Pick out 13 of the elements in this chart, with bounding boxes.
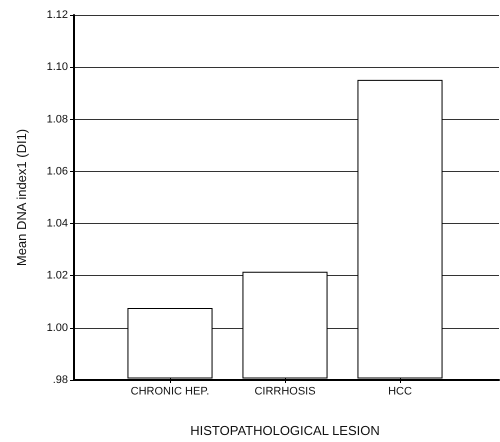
x-tick-label: CIRRHOSIS: [254, 386, 316, 398]
x-axis-title: HISTOPATHOLOGICAL LESION: [190, 423, 380, 438]
y-tick-label: 1.08: [46, 113, 68, 126]
y-tick-label: 1.06: [46, 165, 68, 178]
y-tick-label: 1.12: [46, 9, 68, 21]
y-tick-label: .98: [52, 374, 68, 386]
x-tick-label: CHRONIC HEP.: [130, 386, 210, 398]
y-tick-label: 1.10: [46, 61, 68, 74]
y-tick-label: 1.00: [46, 322, 68, 334]
y-tick-label: 1.02: [46, 270, 68, 282]
x-tick-label: HCC: [388, 386, 412, 398]
y-axis-title: Mean DNA index1 (DI1): [14, 128, 29, 266]
y-tick-label: 1.04: [46, 218, 68, 230]
